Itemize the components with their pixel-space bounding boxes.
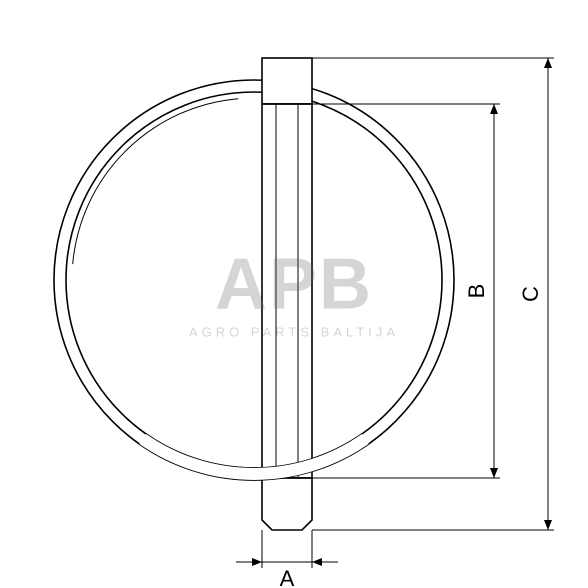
dimension-c: C [312,58,554,530]
dimension-b: B [312,104,500,478]
ring-front [139,434,368,480]
dimension-a-label: A [280,566,295,588]
dimension-c-label: C [518,286,543,302]
dimension-a: A [236,530,338,588]
linch-pin-diagram: A B C [0,0,588,588]
pin [262,58,312,530]
ring [54,80,454,480]
dimension-b-label: B [464,284,489,299]
